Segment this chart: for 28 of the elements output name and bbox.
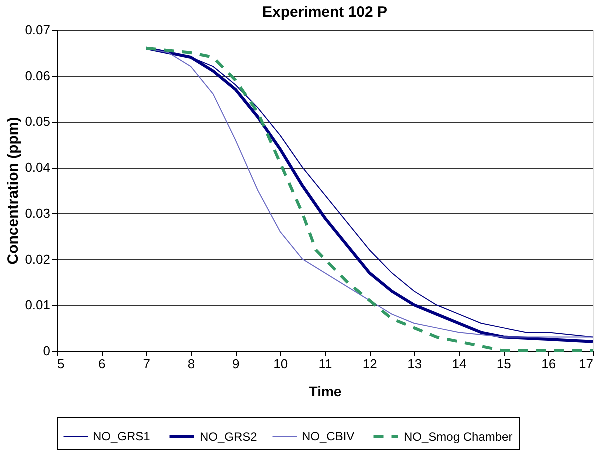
legend-label: NO_GRS2 bbox=[200, 430, 258, 444]
chart-title: Experiment 102 P bbox=[262, 4, 388, 21]
x-tick-label: 8 bbox=[188, 356, 196, 372]
x-tick-label: 13 bbox=[408, 356, 422, 372]
y-tick-label: 0 bbox=[43, 344, 50, 358]
x-tick-label: 16 bbox=[542, 356, 556, 372]
legend-label: NO_CBIV bbox=[302, 430, 355, 444]
x-tick-label: 10 bbox=[274, 356, 288, 372]
x-tick-label: 11 bbox=[318, 356, 332, 372]
x-axis-title: Time bbox=[309, 384, 342, 400]
y-tick-label: 0.05 bbox=[25, 114, 50, 130]
x-tick-label: 9 bbox=[232, 356, 240, 372]
x-tick-label: 6 bbox=[98, 356, 106, 372]
y-tick-label: 0.04 bbox=[25, 160, 50, 176]
legend-label: NO_GRS1 bbox=[93, 430, 151, 444]
legend-label: NO_Smog Chamber bbox=[404, 430, 513, 444]
x-tick-label: 7 bbox=[143, 356, 150, 372]
y-tick-label: 0.02 bbox=[25, 252, 50, 267]
y-axis-title: Concentration (ppm) bbox=[5, 117, 22, 265]
x-tick-label: 5 bbox=[58, 356, 65, 372]
y-tick-label: 0.01 bbox=[25, 298, 50, 313]
y-tick-label: 0.03 bbox=[25, 206, 50, 221]
x-tick-label: 14 bbox=[452, 356, 467, 372]
x-tick-label: 17 bbox=[579, 356, 594, 372]
x-tick-label: 15 bbox=[496, 356, 512, 372]
y-tick-label: 0.06 bbox=[25, 68, 50, 84]
x-tick-label: 12 bbox=[362, 356, 378, 372]
y-tick-label: 0.07 bbox=[25, 22, 50, 38]
